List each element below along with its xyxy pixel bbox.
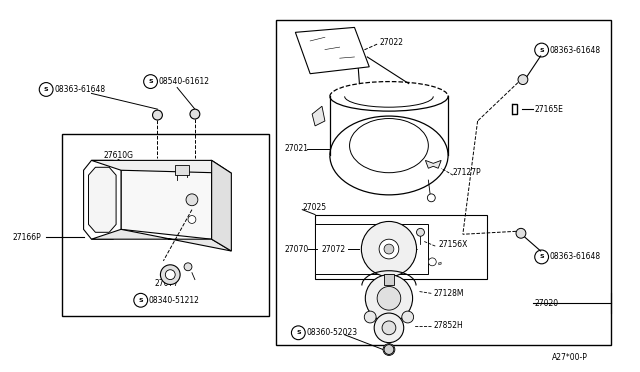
Circle shape	[516, 228, 526, 238]
Polygon shape	[212, 160, 231, 251]
Text: 27127P: 27127P	[453, 168, 482, 177]
Text: 08360-52023: 08360-52023	[306, 328, 357, 337]
Text: 27022: 27022	[379, 38, 403, 46]
Circle shape	[190, 109, 200, 119]
Circle shape	[374, 313, 404, 343]
Text: S: S	[148, 79, 153, 84]
Circle shape	[402, 311, 413, 323]
Polygon shape	[296, 28, 369, 74]
Text: S: S	[540, 48, 544, 52]
Circle shape	[428, 194, 435, 202]
Text: S: S	[540, 254, 544, 259]
Polygon shape	[121, 160, 212, 239]
Circle shape	[161, 265, 180, 285]
Circle shape	[518, 75, 528, 84]
Bar	[315, 215, 488, 279]
Text: 27077: 27077	[154, 279, 179, 288]
Bar	[62, 134, 269, 316]
Circle shape	[428, 258, 436, 266]
Text: 27852H: 27852H	[433, 321, 463, 330]
Circle shape	[188, 215, 196, 224]
Text: 27025: 27025	[302, 203, 326, 212]
Text: 27156X: 27156X	[438, 240, 468, 248]
Circle shape	[384, 344, 394, 355]
Text: 27021: 27021	[285, 144, 308, 153]
Polygon shape	[92, 230, 231, 251]
Polygon shape	[88, 167, 116, 232]
Bar	[384, 274, 394, 285]
Text: 27020: 27020	[535, 299, 559, 308]
Circle shape	[364, 311, 376, 323]
Text: 08363-61648: 08363-61648	[550, 253, 601, 262]
Circle shape	[365, 275, 413, 322]
Circle shape	[384, 244, 394, 254]
Circle shape	[379, 239, 399, 259]
Bar	[315, 224, 428, 274]
Text: 08540-61612: 08540-61612	[159, 77, 209, 86]
Text: 08363-61648: 08363-61648	[54, 85, 105, 94]
Text: 27070: 27070	[285, 244, 308, 254]
Bar	[175, 165, 189, 175]
Text: 27072: 27072	[322, 244, 346, 254]
Polygon shape	[84, 160, 121, 239]
Circle shape	[165, 270, 175, 280]
Text: 08340-51212: 08340-51212	[148, 296, 200, 305]
Circle shape	[377, 286, 401, 310]
Bar	[276, 19, 611, 344]
Text: 27610G: 27610G	[103, 151, 133, 160]
Circle shape	[184, 263, 192, 271]
Polygon shape	[426, 160, 441, 168]
Circle shape	[382, 321, 396, 335]
Text: A27*00-P: A27*00-P	[552, 353, 588, 362]
Circle shape	[186, 194, 198, 206]
Circle shape	[383, 344, 395, 355]
Text: S: S	[138, 298, 143, 303]
Text: 27166P: 27166P	[13, 233, 42, 242]
Text: S: S	[44, 87, 49, 92]
Circle shape	[417, 228, 424, 236]
Text: ø: ø	[438, 261, 442, 266]
Text: 27165E: 27165E	[535, 105, 564, 114]
Polygon shape	[92, 160, 231, 173]
Polygon shape	[312, 106, 325, 126]
Text: 08363-61648: 08363-61648	[550, 45, 601, 55]
Text: 27128M: 27128M	[433, 289, 464, 298]
Circle shape	[362, 221, 417, 277]
Text: S: S	[296, 330, 301, 335]
Circle shape	[152, 110, 163, 120]
